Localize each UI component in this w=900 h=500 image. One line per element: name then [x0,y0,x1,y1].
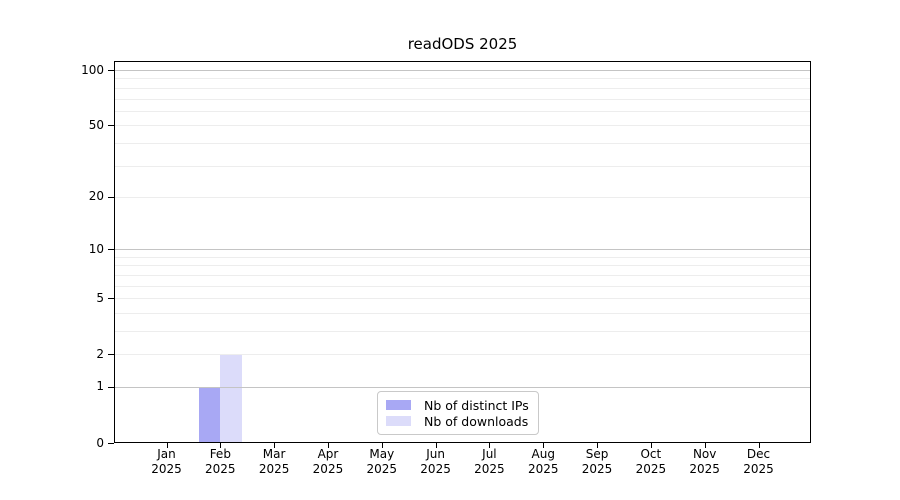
minor-gridline [115,165,810,167]
x-axis-tick [435,443,437,448]
x-tick-month: Jun [426,447,445,461]
x-tick-month: Aug [531,447,555,461]
minor-gridline [115,354,810,356]
x-axis-tick [274,443,276,448]
x-tick-month: Apr [317,447,339,461]
y-tick-label: 20 [88,189,104,204]
x-axis-tick [220,443,222,448]
x-tick-year: 2025 [743,462,774,476]
x-tick-label: Nov 2025 [675,447,735,477]
x-tick-month: Feb [209,447,231,461]
y-axis-tick [108,70,114,72]
x-tick-month: Jan [157,447,176,461]
x-tick-year: 2025 [420,462,451,476]
x-tick-year: 2025 [366,462,398,476]
x-tick-label: Sep 2025 [567,447,627,477]
minor-gridline [115,125,810,127]
x-tick-label: Jul 2025 [459,447,519,477]
minor-gridline [115,142,810,144]
x-axis-tick [489,443,491,448]
y-tick-label: 100 [81,62,104,77]
bar-distinct-ips-feb [198,386,221,443]
minor-gridline [115,330,810,332]
x-tick-month: May [369,447,395,461]
legend-label-distinct-ips: Nb of distinct IPs [424,397,529,413]
x-axis-tick [704,443,706,448]
x-tick-year: 2025 [258,462,290,476]
x-tick-label: Feb 2025 [190,447,250,477]
y-axis-tick [108,354,114,356]
plot-area [114,61,811,443]
x-tick-month: Mar [262,447,286,461]
y-tick-label: 1 [96,379,104,394]
x-tick-label: May 2025 [352,447,412,477]
x-tick-month: Nov [692,447,717,461]
x-tick-month: Sep [585,447,609,461]
legend-swatch-downloads [386,416,411,426]
minor-gridline [115,110,810,112]
y-axis-tick [108,125,114,127]
x-tick-year: 2025 [151,462,182,476]
x-axis-tick [166,443,168,448]
y-tick-label: 0 [96,435,104,450]
minor-gridline [115,265,810,267]
legend-item-distinct-ips: Nb of distinct IPs [386,397,532,413]
minor-gridline [115,98,810,100]
x-tick-label: Oct 2025 [621,447,681,477]
legend-item-downloads: Nb of downloads [386,413,532,429]
x-axis-tick [597,443,599,448]
x-tick-label: Aug 2025 [513,447,573,477]
y-axis-tick [108,386,114,388]
y-axis-tick [108,298,114,300]
x-tick-year: 2025 [312,462,344,476]
legend-label-downloads: Nb of downloads [424,413,529,429]
x-tick-month: Dec [746,447,771,461]
y-axis-tick [108,249,114,251]
x-tick-year: 2025 [527,462,559,476]
x-tick-label: Jan 2025 [137,447,197,477]
y-axis-tick [108,196,114,198]
x-axis-tick [650,443,652,448]
x-tick-label: Apr 2025 [298,447,358,477]
x-axis-tick [758,443,760,448]
legend-box: Nb of distinct IPs Nb of downloads [377,391,539,435]
x-tick-label: Dec 2025 [729,447,789,477]
minor-gridline [115,87,810,89]
x-tick-month: Jul [482,447,497,461]
x-axis-tick [543,443,545,448]
minor-gridline [115,285,810,287]
major-gridline [115,386,810,388]
legend-swatch-distinct-ips [386,400,411,410]
minor-gridline [115,298,810,300]
x-tick-label: Mar 2025 [244,447,304,477]
x-tick-year: 2025 [635,462,667,476]
major-gridline [115,249,810,251]
y-tick-label: 10 [88,241,104,256]
x-tick-year: 2025 [689,462,720,476]
y-tick-label: 50 [88,117,104,132]
minor-gridline [115,196,810,198]
minor-gridline [115,256,810,258]
bar-downloads-feb [220,354,242,443]
x-axis-tick [327,443,329,448]
minor-gridline [115,78,810,80]
chart-title: readODS 2025 [407,35,518,53]
x-tick-label: Jun 2025 [406,447,466,477]
y-axis-tick [108,443,114,444]
major-gridline [115,70,810,72]
minor-gridline [115,274,810,276]
x-tick-year: 2025 [474,462,505,476]
x-axis-tick [381,443,383,448]
x-tick-year: 2025 [581,462,613,476]
x-tick-month: Oct [640,447,662,461]
y-tick-label: 5 [96,290,104,305]
x-tick-year: 2025 [205,462,236,476]
y-tick-label: 2 [96,346,104,361]
minor-gridline [115,312,810,314]
